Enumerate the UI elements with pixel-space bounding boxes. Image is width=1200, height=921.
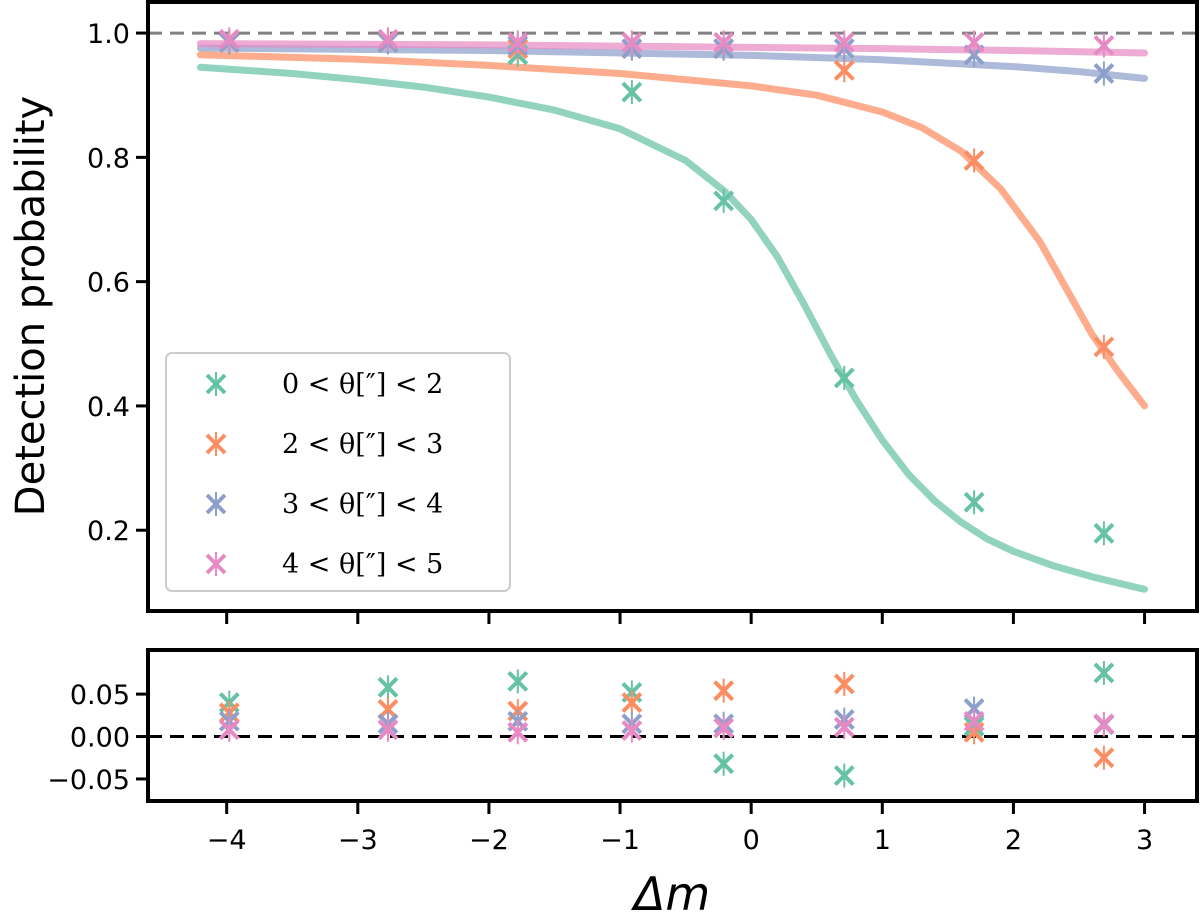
residual-point-series-4 — [1093, 711, 1115, 736]
data-point-series-1 — [1093, 521, 1115, 546]
x-tick-label: −3 — [338, 825, 378, 856]
residual-point-series-2 — [713, 678, 735, 703]
legend-frame — [165, 352, 511, 592]
legend: 0 < θ[″] < 2 2 < θ[″] < 3 3 < θ[″] < 4 4… — [165, 352, 511, 592]
x-tick-label: −2 — [469, 825, 509, 856]
legend-marker-cross — [205, 552, 227, 576]
data-point-series-4 — [1093, 33, 1115, 58]
residual-point-series-4 — [507, 720, 529, 745]
data-point-series-1 — [621, 80, 643, 105]
legend-label: 3 < θ[″] < 4 — [282, 489, 443, 520]
x-tick-label: 2 — [1005, 825, 1022, 856]
y-tick-label: 1.0 — [87, 19, 130, 50]
residual-point-series-2 — [621, 690, 643, 715]
x-tick-label: 1 — [874, 825, 891, 856]
legend-label: 2 < θ[″] < 3 — [282, 429, 443, 460]
x-tick-label: −4 — [207, 825, 247, 856]
fit-curve-2 — [196, 51, 1148, 410]
x-tick-label: 3 — [1136, 825, 1153, 856]
legend-entry-1: 0 < θ[″] < 2 — [205, 369, 443, 400]
data-point-series-1 — [713, 188, 735, 213]
legend-label: 4 < θ[″] < 5 — [282, 549, 443, 580]
data-point-series-4 — [507, 30, 529, 55]
fit-curve-4 — [196, 40, 1148, 57]
residual-point-series-1 — [507, 669, 529, 694]
data-point-series-4 — [963, 30, 985, 55]
legend-marker-cross — [205, 492, 227, 516]
fit-curve-3 — [196, 44, 1148, 82]
residual-point-series-4 — [218, 717, 240, 742]
residual-point-series-1 — [377, 675, 399, 700]
residual-point-series-4 — [621, 718, 643, 743]
data-point-series-1 — [833, 365, 855, 390]
residual-data-points — [218, 660, 1115, 788]
residual-point-series-1 — [713, 751, 735, 776]
y-tick-label: 0.4 — [87, 392, 130, 423]
data-point-series-4 — [833, 30, 855, 55]
residual-y-tick-label: 0.05 — [70, 680, 130, 711]
legend-marker — [205, 432, 227, 456]
y-tick-label: 0.8 — [87, 143, 130, 174]
main-y-ticks: 0.2 0.4 0.6 0.8 1.0 — [87, 19, 148, 547]
data-point-series-4 — [377, 27, 399, 52]
residual-point-series-4 — [833, 715, 855, 740]
x-tick-label: 0 — [743, 825, 760, 856]
data-point-series-4 — [621, 30, 643, 55]
x-tick-label: −1 — [600, 825, 640, 856]
main-axes-frame — [146, 0, 1199, 613]
legend-marker — [205, 552, 227, 576]
residual-y-tick-label: −0.05 — [47, 765, 130, 796]
main-x-ticks — [225, 611, 1147, 624]
main-panel: 0.2 0.4 0.6 0.8 1.0 Detection probability — [8, 0, 1199, 624]
data-point-series-2 — [1093, 334, 1115, 359]
residual-y-ticks: −0.05 0.00 0.05 — [47, 680, 148, 796]
data-point-series-4 — [218, 27, 240, 52]
legend-marker-cross — [205, 372, 227, 396]
data-point-series-3 — [1093, 61, 1115, 86]
legend-entry-4: 4 < θ[″] < 5 — [205, 549, 443, 580]
residual-panel: −0.05 0.00 0.05 −4 −3 −2 −1 0 1 2 3 Δm — [47, 648, 1199, 921]
residual-x-ticks: −4 −3 −2 −1 0 1 2 3 — [207, 801, 1153, 856]
y-axis-label: Detection probability — [8, 96, 54, 516]
fit-curve-1 — [196, 63, 1148, 593]
residual-point-series-4 — [377, 717, 399, 742]
residual-point-series-4 — [963, 709, 985, 734]
legend-entry-2: 2 < θ[″] < 3 — [205, 429, 443, 460]
main-fit-curves — [196, 40, 1148, 593]
residual-point-series-1 — [1093, 660, 1115, 685]
legend-marker — [205, 492, 227, 516]
legend-entry-3: 3 < θ[″] < 4 — [205, 489, 443, 520]
residual-y-tick-label: 0.00 — [70, 723, 130, 754]
data-point-series-2 — [833, 58, 855, 83]
residual-axes-frame — [146, 648, 1199, 803]
data-point-series-2 — [963, 148, 985, 173]
legend-marker — [205, 372, 227, 396]
residual-point-series-2 — [1093, 745, 1115, 770]
x-axis-label: Δm — [631, 867, 710, 921]
legend-marker-cross — [205, 432, 227, 456]
residual-point-series-2 — [833, 671, 855, 696]
data-point-series-1 — [963, 490, 985, 515]
residual-point-series-1 — [833, 763, 855, 788]
y-tick-label: 0.6 — [87, 268, 130, 299]
data-point-series-4 — [713, 30, 735, 55]
y-tick-label: 0.2 — [87, 516, 130, 547]
residual-point-series-4 — [713, 716, 735, 741]
main-data-points — [218, 27, 1115, 546]
legend-label: 0 < θ[″] < 2 — [282, 369, 443, 400]
